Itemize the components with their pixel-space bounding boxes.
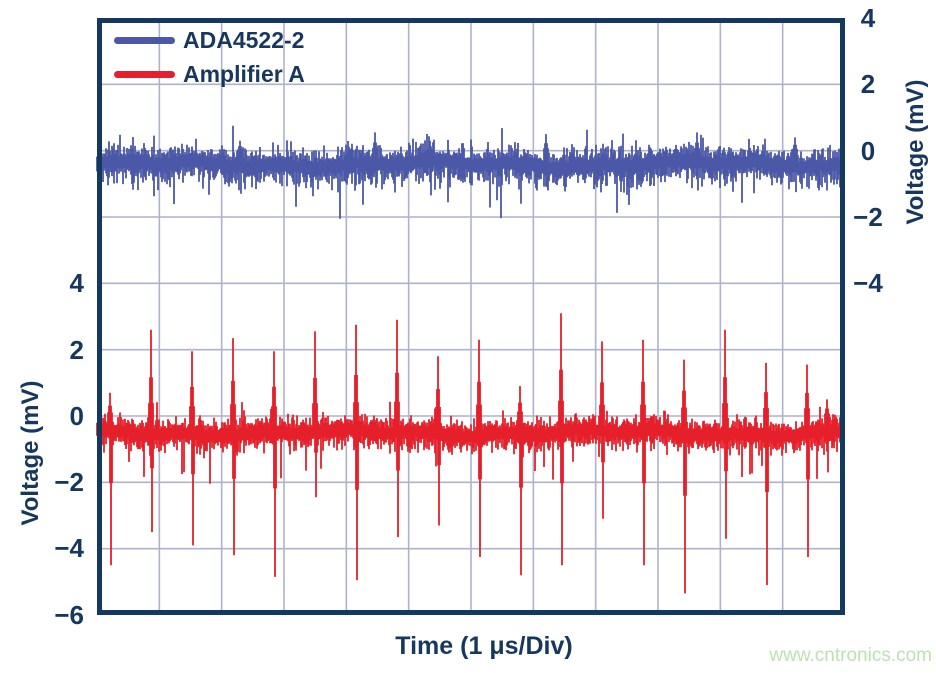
right-tick-4: 4	[860, 3, 876, 33]
right-tick-0: 0	[860, 136, 876, 166]
right-tick-2: 2	[860, 69, 876, 99]
left-tick-m6: −6	[54, 600, 84, 630]
right-tick-m4: −4	[853, 268, 883, 298]
left-tick-m4: −4	[54, 533, 84, 563]
watermark: www.cntronics.com	[769, 645, 932, 666]
legend: ADA4522-2 Amplifier A	[114, 23, 305, 91]
legend-label-ada4522: ADA4522-2	[183, 26, 305, 53]
legend-item-ada4522: ADA4522-2	[114, 23, 305, 57]
x-axis-title: Time (1 μs/Div)	[395, 632, 573, 660]
right-tick-m2: −2	[853, 202, 883, 232]
left-tick-4: 4	[69, 268, 84, 298]
left-tick-0: 0	[69, 401, 84, 431]
plot-border	[97, 18, 845, 615]
legend-item-amplifier-a: Amplifier A	[114, 57, 305, 91]
legend-line-red	[114, 70, 175, 78]
legend-line-blue	[114, 36, 175, 44]
right-axis-title: Voltage (mV)	[902, 79, 929, 225]
left-axis-title: Voltage (mV)	[17, 380, 44, 526]
left-tick-2: 2	[69, 335, 84, 365]
legend-label-amplifier-a: Amplifier A	[183, 60, 305, 87]
left-tick-m2: −2	[54, 467, 84, 497]
